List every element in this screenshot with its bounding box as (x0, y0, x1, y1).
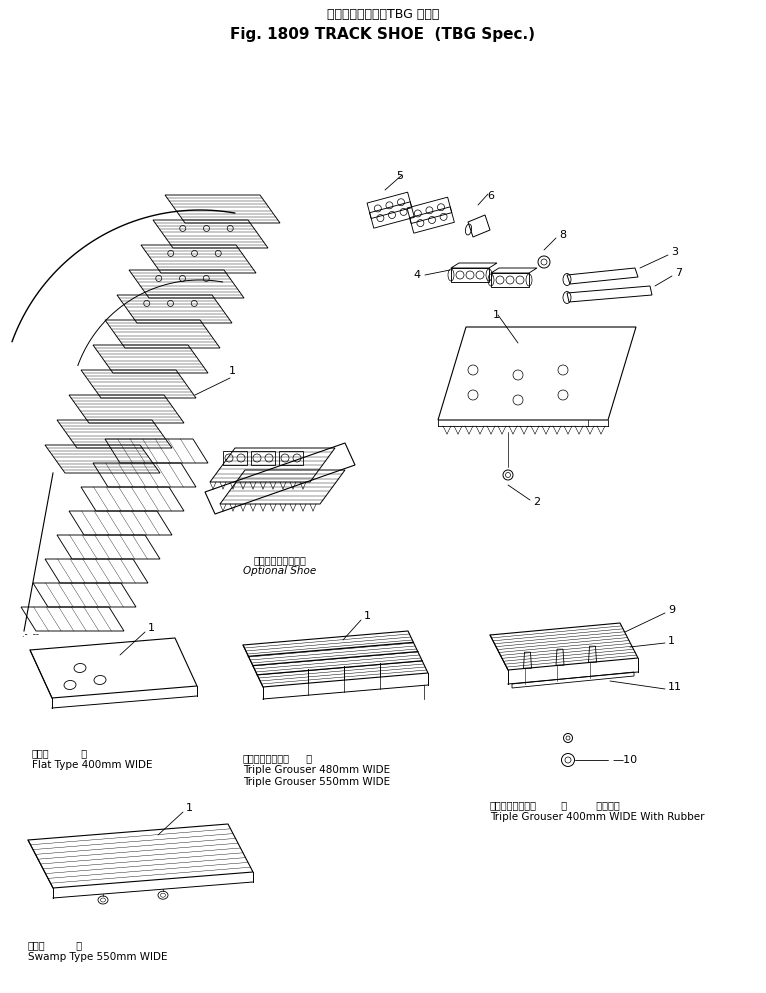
Text: トリプルグローサ: トリプルグローサ (243, 753, 290, 763)
Text: 1: 1 (668, 636, 675, 646)
Text: トリプルグローサ: トリプルグローサ (490, 800, 537, 810)
Text: 6: 6 (487, 191, 495, 201)
Text: 7: 7 (675, 268, 683, 278)
Text: ラバー付: ラバー付 (590, 800, 620, 810)
Text: 9: 9 (668, 605, 675, 615)
Text: Fig. 1809 TRACK SHOE  (TBG Spec.): Fig. 1809 TRACK SHOE (TBG Spec.) (231, 27, 535, 42)
Text: 2: 2 (533, 497, 540, 507)
Text: 幅: 幅 (555, 800, 567, 810)
Text: 4: 4 (414, 270, 421, 280)
Text: オプショナルシュー: オプショナルシュー (254, 555, 306, 565)
Text: 平滑用: 平滑用 (32, 748, 50, 758)
Text: Triple Grouser 480mm WIDE: Triple Grouser 480mm WIDE (243, 765, 390, 775)
Text: 1: 1 (228, 366, 235, 376)
Text: .-  --: .- -- (22, 630, 39, 639)
Text: 5: 5 (397, 171, 404, 181)
Text: 1: 1 (364, 611, 371, 621)
Text: 11: 11 (668, 682, 682, 692)
Text: Triple Grouser 550mm WIDE: Triple Grouser 550mm WIDE (243, 777, 390, 787)
Text: 3: 3 (671, 247, 678, 257)
Text: 幅: 幅 (75, 748, 87, 758)
Text: —10: —10 (612, 755, 637, 765)
Text: トラックシュー（TBG 仕様）: トラックシュー（TBG 仕様） (327, 8, 439, 21)
Text: Flat Type 400mm WIDE: Flat Type 400mm WIDE (32, 760, 152, 770)
Text: 湿地用: 湿地用 (28, 940, 46, 950)
Text: 1: 1 (186, 803, 193, 813)
Text: 8: 8 (559, 230, 566, 240)
Text: Optional Shoe: Optional Shoe (244, 566, 316, 576)
Text: Swamp Type 550mm WIDE: Swamp Type 550mm WIDE (28, 952, 168, 962)
Text: 1: 1 (148, 623, 155, 633)
Text: 幅: 幅 (300, 753, 312, 763)
Text: Triple Grouser 400mm WIDE With Rubber: Triple Grouser 400mm WIDE With Rubber (490, 812, 705, 822)
Text: 幅: 幅 (70, 940, 82, 950)
Text: 1: 1 (493, 310, 499, 320)
